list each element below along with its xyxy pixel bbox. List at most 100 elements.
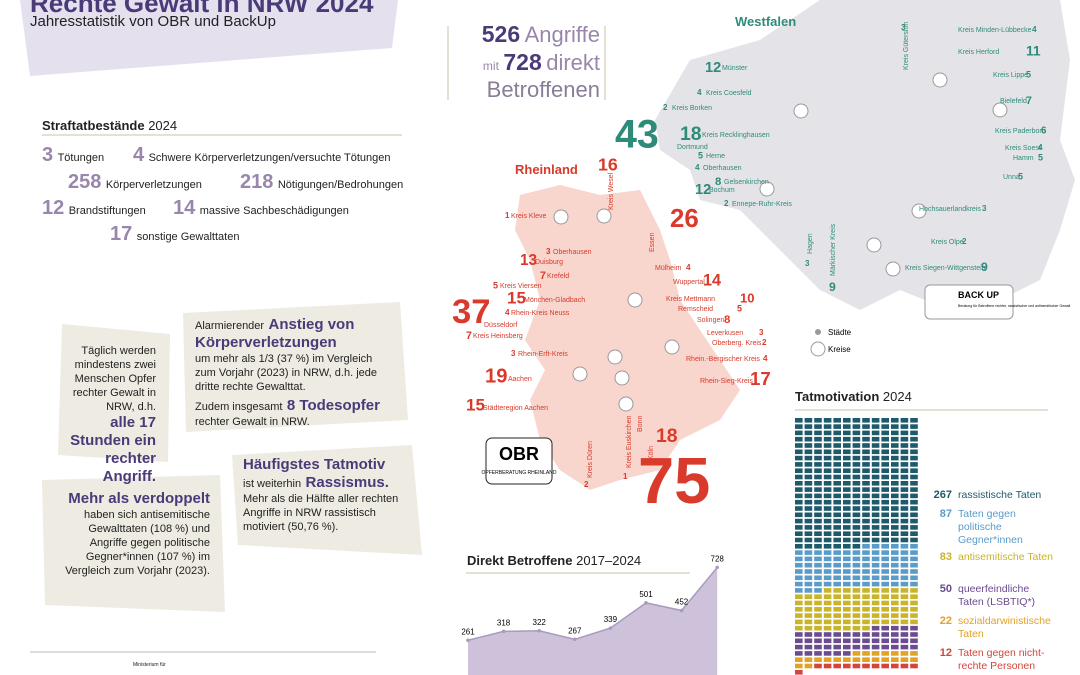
waffle-cell xyxy=(804,651,813,656)
district-label: Düsseldorf xyxy=(484,322,518,329)
value-label: 501 xyxy=(639,590,653,599)
backup-logo xyxy=(924,284,1014,320)
waffle-cell xyxy=(862,462,870,467)
district-label: Essen xyxy=(649,232,656,252)
point xyxy=(501,629,506,634)
waffle-cell xyxy=(833,632,841,637)
waffle-cell xyxy=(804,600,813,606)
district-label: Rhein-Kreis Neuss xyxy=(511,310,570,317)
waffle-cell xyxy=(814,544,822,549)
waffle-cell xyxy=(910,581,918,587)
waffle-cell xyxy=(852,436,861,442)
waffle-cell xyxy=(823,512,832,518)
waffle-cell xyxy=(900,462,909,467)
waffle-cell xyxy=(823,550,832,555)
district-count: 2 xyxy=(762,338,767,347)
legend-value: 87 xyxy=(939,508,952,520)
waffle-cell xyxy=(823,487,832,492)
waffle-cell xyxy=(814,506,822,511)
district-label: Duisburg xyxy=(535,259,563,266)
waffle-cell xyxy=(862,550,870,555)
waffle-cell xyxy=(804,499,813,505)
waffle-cell xyxy=(900,556,909,562)
waffle-cell xyxy=(795,632,803,637)
waffle-cell xyxy=(852,594,861,599)
waffle-cell xyxy=(804,625,813,631)
district-label: Kreis Olpe xyxy=(931,239,964,246)
district-count: 3 xyxy=(759,328,764,337)
waffle-cell xyxy=(795,638,803,644)
waffle-cell xyxy=(862,638,870,644)
waffle-cell xyxy=(833,455,841,461)
legend-label: Städte xyxy=(828,328,852,337)
district-label: Unna xyxy=(1003,174,1020,181)
waffle-cell xyxy=(871,537,880,543)
waffle-cell xyxy=(871,430,880,436)
legend-entry: 22 sozialdarwinistische Taten xyxy=(928,615,1068,641)
waffle-cell xyxy=(891,499,899,505)
waffle-cell xyxy=(862,481,870,486)
district-label: Kreis Viersen xyxy=(500,283,542,290)
district-label: Kreis Lippe xyxy=(993,72,1028,79)
waffle-cell xyxy=(833,443,841,448)
waffle-cell xyxy=(871,531,880,536)
waffle-cell xyxy=(910,613,918,618)
waffle-cell xyxy=(814,455,822,461)
callout-box xyxy=(42,475,225,612)
waffle-cell xyxy=(881,468,889,473)
waffle-cell xyxy=(891,506,899,511)
district-label: Bielefeld xyxy=(1000,98,1027,105)
legend-label: Kreise xyxy=(828,345,851,354)
waffle-cell xyxy=(843,518,851,524)
waffle-cell xyxy=(862,625,870,631)
waffle-cell xyxy=(910,638,918,644)
waffle-cell xyxy=(843,443,851,448)
callout-text: Zudem insgesamt xyxy=(195,401,283,413)
waffle-cell xyxy=(814,575,822,581)
waffle-cell xyxy=(814,594,822,599)
waffle-cell xyxy=(910,518,918,524)
waffle-cell xyxy=(833,657,841,662)
offences-year: 2024 xyxy=(148,118,178,133)
waffle-cell xyxy=(871,588,880,593)
waffle-cell xyxy=(814,487,822,492)
district-count: 6 xyxy=(1041,126,1047,137)
waffle-cell xyxy=(795,449,803,455)
waffle-cell xyxy=(823,569,832,574)
waffle-cell xyxy=(804,468,813,473)
waffle-cell xyxy=(871,525,880,530)
waffle-cell xyxy=(891,613,899,618)
waffle-cell xyxy=(804,474,813,480)
waffle-cell xyxy=(795,657,803,662)
waffle-cell xyxy=(871,481,880,486)
waffle-cell xyxy=(833,625,841,631)
waffle-cell xyxy=(881,455,889,461)
map-westfalen xyxy=(655,0,1075,310)
obr-logo xyxy=(485,437,553,485)
waffle-cell xyxy=(881,638,889,644)
waffle-cell xyxy=(804,436,813,442)
waffle-cell xyxy=(881,518,889,524)
waffle-cell xyxy=(833,430,841,436)
offence-label: Körperverletzungen xyxy=(105,179,202,191)
backup-subtitle: Beratung für Betroffene rechter, rassist… xyxy=(958,304,1070,308)
offence-count: 17 xyxy=(110,223,133,245)
waffle-cell xyxy=(833,663,841,669)
waffle-cell xyxy=(804,449,813,455)
waffle-cell xyxy=(823,436,832,442)
waffle-cell xyxy=(900,544,909,549)
waffle-cell xyxy=(795,537,803,543)
waffle-cell xyxy=(910,481,918,486)
waffle-cell xyxy=(833,424,841,429)
waffle-cell xyxy=(795,575,803,581)
waffle-cell xyxy=(881,487,889,492)
point xyxy=(537,628,541,633)
waffle-cell xyxy=(852,600,861,606)
waffle-cell xyxy=(891,638,899,644)
waffle-cell xyxy=(833,594,841,599)
waffle-cell xyxy=(804,443,813,448)
waffle-cell xyxy=(881,544,889,549)
